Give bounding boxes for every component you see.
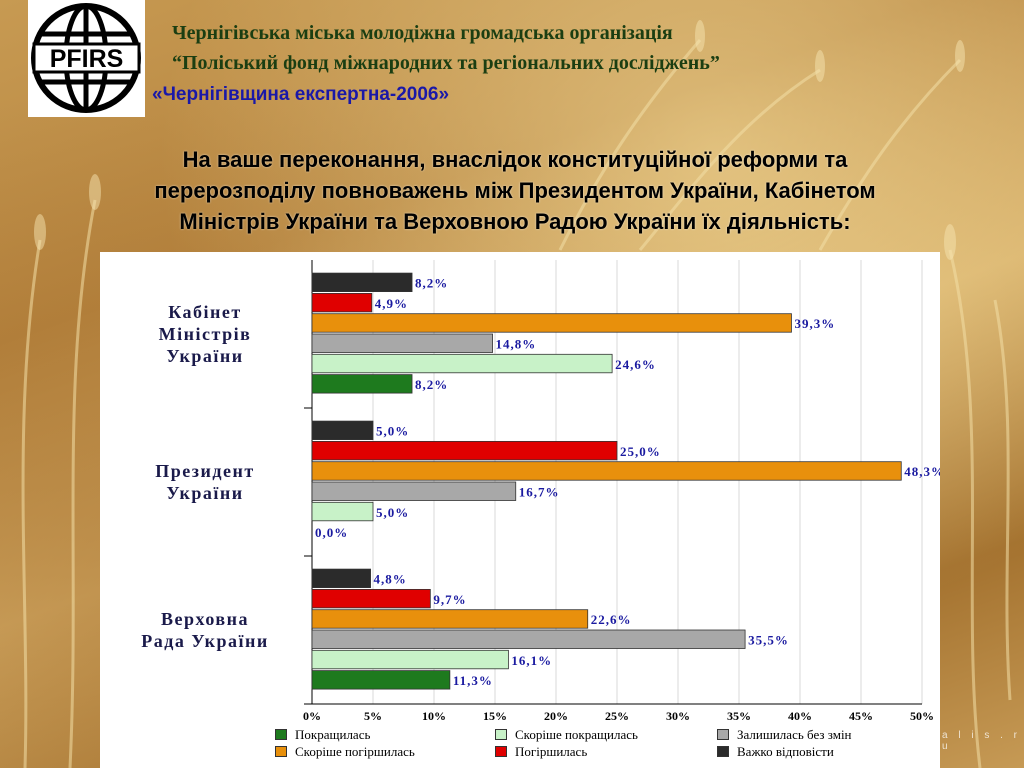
bar	[311, 609, 589, 629]
bar	[311, 588, 431, 609]
legend-label: Залишилась без змін	[737, 726, 852, 742]
legend-swatch	[717, 729, 729, 740]
x-tick-label: 30%	[666, 709, 690, 723]
x-tick-label: 50%	[910, 709, 934, 723]
data-label: 4,8%	[374, 572, 407, 587]
organization-logo: PFIRS	[28, 0, 145, 117]
bar	[311, 440, 618, 461]
category-label: Кабінет	[168, 302, 242, 322]
x-tick-label: 40%	[788, 709, 812, 723]
legend-swatch	[275, 746, 287, 757]
legend-label: Покращилась	[295, 726, 371, 742]
question-line: перерозподілу повноважень між Президенто…	[154, 178, 876, 203]
question-line: Міністрів України та Верховною Радою Укр…	[179, 209, 851, 234]
bar	[311, 420, 374, 441]
legend-item: Важко відповісти	[717, 744, 935, 760]
chart-legend: Покращилась Скоріше покращилась Залишилась…	[275, 726, 935, 760]
data-label: 25,0%	[620, 444, 661, 459]
data-label: 9,7%	[433, 592, 466, 607]
legend-label: Скоріше погіршилась	[295, 743, 415, 759]
category-label: Верховна	[161, 609, 249, 629]
bar	[311, 313, 792, 333]
legend-item: Погіршилась	[495, 744, 717, 760]
category-label: Рада України	[141, 631, 268, 651]
bar	[311, 272, 413, 293]
category-label: Міністрів	[159, 324, 252, 344]
data-label: 14,8%	[496, 337, 537, 352]
bar	[311, 481, 517, 501]
legend-swatch	[275, 729, 287, 740]
legend-item: Залишилась без змін	[717, 727, 935, 743]
x-tick-label: 45%	[849, 709, 873, 723]
category-label: України	[166, 483, 243, 503]
data-label: 16,7%	[519, 485, 560, 500]
data-label: 5,0%	[376, 424, 409, 439]
x-tick-label: 35%	[727, 709, 751, 723]
x-tick-label: 20%	[544, 709, 568, 723]
bar	[311, 501, 374, 522]
legend-row: Покращилась Скоріше покращилась Залишилась…	[275, 726, 935, 743]
data-label: 5,0%	[376, 505, 409, 520]
data-label: 0,0%	[315, 525, 348, 540]
bar	[311, 670, 451, 690]
x-tick-label: 5%	[364, 709, 382, 723]
bar	[311, 568, 371, 589]
bar-chart: 0% 5% 10% 15% 20% 25% 30% 35% 40% 45% 50% Кабінет Мі…	[100, 252, 940, 768]
legend-item: Покращилась	[275, 727, 495, 743]
x-tick-label: 0%	[303, 709, 321, 723]
bar	[311, 293, 373, 313]
data-label: 35,5%	[748, 633, 789, 648]
question-line: На ваше переконання, внаслідок конституц…	[182, 147, 848, 172]
category-label: Президент	[155, 461, 254, 481]
data-label: 24,6%	[615, 357, 656, 372]
data-label: 8,2%	[415, 276, 448, 291]
x-tick-label: 10%	[422, 709, 446, 723]
legend-swatch	[495, 746, 507, 757]
bar	[311, 629, 746, 649]
data-label: 39,3%	[794, 316, 835, 331]
legend-swatch	[717, 746, 729, 757]
chart-plot: 0% 5% 10% 15% 20% 25% 30% 35% 40% 45% 50% КабінетМі…	[141, 260, 940, 723]
globe-icon: PFIRS	[31, 3, 141, 113]
bar	[311, 461, 902, 481]
x-tick-label: 15%	[483, 709, 507, 723]
legend-swatch	[495, 729, 507, 740]
legend-label: Скоріше покращилась	[515, 726, 638, 742]
project-title: «Чернігівщина експертна-2006»	[152, 84, 450, 105]
organization-name-line1: Чернігівська міська молодіжна громадська…	[172, 22, 673, 44]
x-tick-label: 25%	[605, 709, 629, 723]
data-label: 11,3%	[453, 673, 493, 688]
data-label: 16,1%	[511, 653, 552, 668]
legend-label: Важко відповісти	[737, 743, 834, 759]
bar	[311, 649, 509, 670]
data-label: 22,6%	[591, 612, 632, 627]
watermark: a l i s . r u	[942, 730, 1022, 752]
data-label: 4,9%	[375, 296, 408, 311]
legend-item: Скоріше покращилась	[495, 727, 717, 743]
bar	[311, 353, 613, 374]
legend-item: Скоріше погіршилась	[275, 744, 495, 760]
bar	[311, 374, 413, 394]
legend-label: Погіршилась	[515, 743, 588, 759]
organization-name-line2: “Поліський фонд міжнародних та регіональ…	[172, 52, 720, 74]
bar	[311, 333, 493, 353]
data-label: 8,2%	[415, 377, 448, 392]
survey-question: На ваше переконання, внаслідок конституц…	[60, 144, 970, 237]
category-label: України	[166, 346, 243, 366]
data-label: 48,3%	[904, 464, 940, 479]
logo-text: PFIRS	[50, 45, 124, 73]
legend-row: Скоріше погіршилась Погіршилась Важко відп…	[275, 743, 935, 760]
